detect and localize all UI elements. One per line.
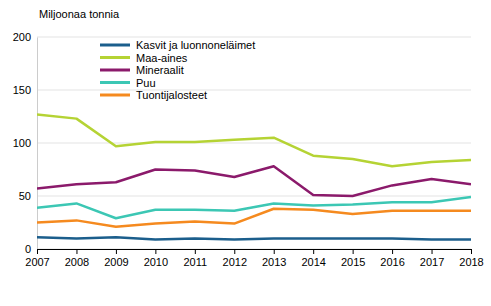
y-tick-label: 100	[13, 137, 31, 149]
legend-label: Kasvit ja luonnoneläimet	[136, 39, 255, 51]
y-tick-label: 50	[19, 190, 31, 202]
legend-label: Puu	[136, 77, 156, 89]
grid-line	[37, 196, 471, 197]
x-tick: 2009	[104, 249, 128, 268]
x-tick-mark	[76, 249, 77, 254]
x-tick-mark	[116, 249, 117, 254]
legend-swatch	[100, 69, 130, 72]
chart: 0 50 100 150 200 2007 2008 2009 2010 2011 2012 2013…	[0, 0, 491, 306]
legend-swatch	[100, 56, 130, 59]
legend-swatch	[100, 81, 130, 84]
y-tick-label: 0	[25, 243, 31, 255]
x-tick: 2007	[25, 249, 49, 268]
x-tick-label: 2008	[65, 256, 89, 268]
y-tick: 100	[13, 137, 37, 149]
x-tick-mark	[432, 249, 433, 254]
x-tick-mark	[195, 249, 196, 254]
x-tick-mark	[392, 249, 393, 254]
grid-line	[37, 90, 471, 91]
x-tick: 2014	[301, 249, 325, 268]
x-tick-label: 2007	[25, 256, 49, 268]
x-axis-line	[38, 250, 472, 255]
x-tick-mark	[274, 249, 275, 254]
x-tick-mark	[471, 249, 472, 254]
y-axis: 0 50 100 150 200	[13, 31, 38, 255]
x-tick-mark	[313, 249, 314, 254]
plot: 0 50 100 150 200 2007 2008 2009 2010 2011 2012 2013…	[13, 31, 484, 268]
x-tick: 2008	[65, 249, 89, 268]
x-tick-label: 2010	[144, 256, 168, 268]
y-tick: 50	[19, 190, 37, 202]
x-tick-mark	[155, 249, 156, 254]
x-tick: 2018	[459, 249, 483, 268]
legend: Kasvit ja luonnoneläimetMaa-ainesMineraa…	[100, 39, 255, 101]
x-tick: 2017	[420, 249, 444, 268]
grid	[37, 37, 471, 249]
legend-swatch	[100, 94, 130, 97]
legend-swatch	[100, 44, 130, 47]
x-tick-mark	[353, 249, 354, 254]
x-tick-label: 2016	[380, 256, 404, 268]
x-tick-label: 2018	[459, 256, 483, 268]
y-tick: 200	[13, 31, 37, 43]
x-tick-mark	[234, 249, 235, 254]
y-tick-label: 200	[13, 31, 31, 43]
x-tick-label: 2017	[420, 256, 444, 268]
x-tick: 2012	[223, 249, 247, 268]
y-axis-title: Miljoonaa tonnia	[39, 8, 120, 20]
x-tick-label: 2013	[262, 256, 286, 268]
x-tick-label: 2011	[183, 256, 207, 268]
x-tick: 2011	[183, 249, 207, 268]
legend-label: Mineraalit	[136, 64, 184, 76]
x-tick-label: 2012	[223, 256, 247, 268]
x-tick: 2013	[262, 249, 286, 268]
series-line	[37, 114, 471, 166]
x-tick-label: 2014	[301, 256, 325, 268]
x-tick-label: 2009	[104, 256, 128, 268]
y-tick-label: 150	[13, 84, 31, 96]
legend-label: Maa-aines	[136, 52, 188, 64]
series-line	[37, 209, 471, 227]
y-tick: 150	[13, 84, 37, 96]
y-axis-line	[37, 38, 38, 250]
x-tick: 2015	[341, 249, 365, 268]
y-tick: 0	[25, 243, 37, 255]
x-axis: 2007 2008 2009 2010 2011 2012 2013 2014 2015 2016…	[25, 249, 483, 268]
x-tick-mark	[37, 249, 38, 254]
x-tick: 2010	[144, 249, 168, 268]
grid-line	[37, 37, 471, 38]
x-tick: 2016	[380, 249, 404, 268]
x-tick-label: 2015	[341, 256, 365, 268]
lines	[37, 114, 471, 239]
series-line	[37, 237, 471, 239]
legend-label: Tuontijalosteet	[136, 89, 207, 101]
grid-line	[37, 143, 471, 144]
series-line	[37, 166, 471, 196]
